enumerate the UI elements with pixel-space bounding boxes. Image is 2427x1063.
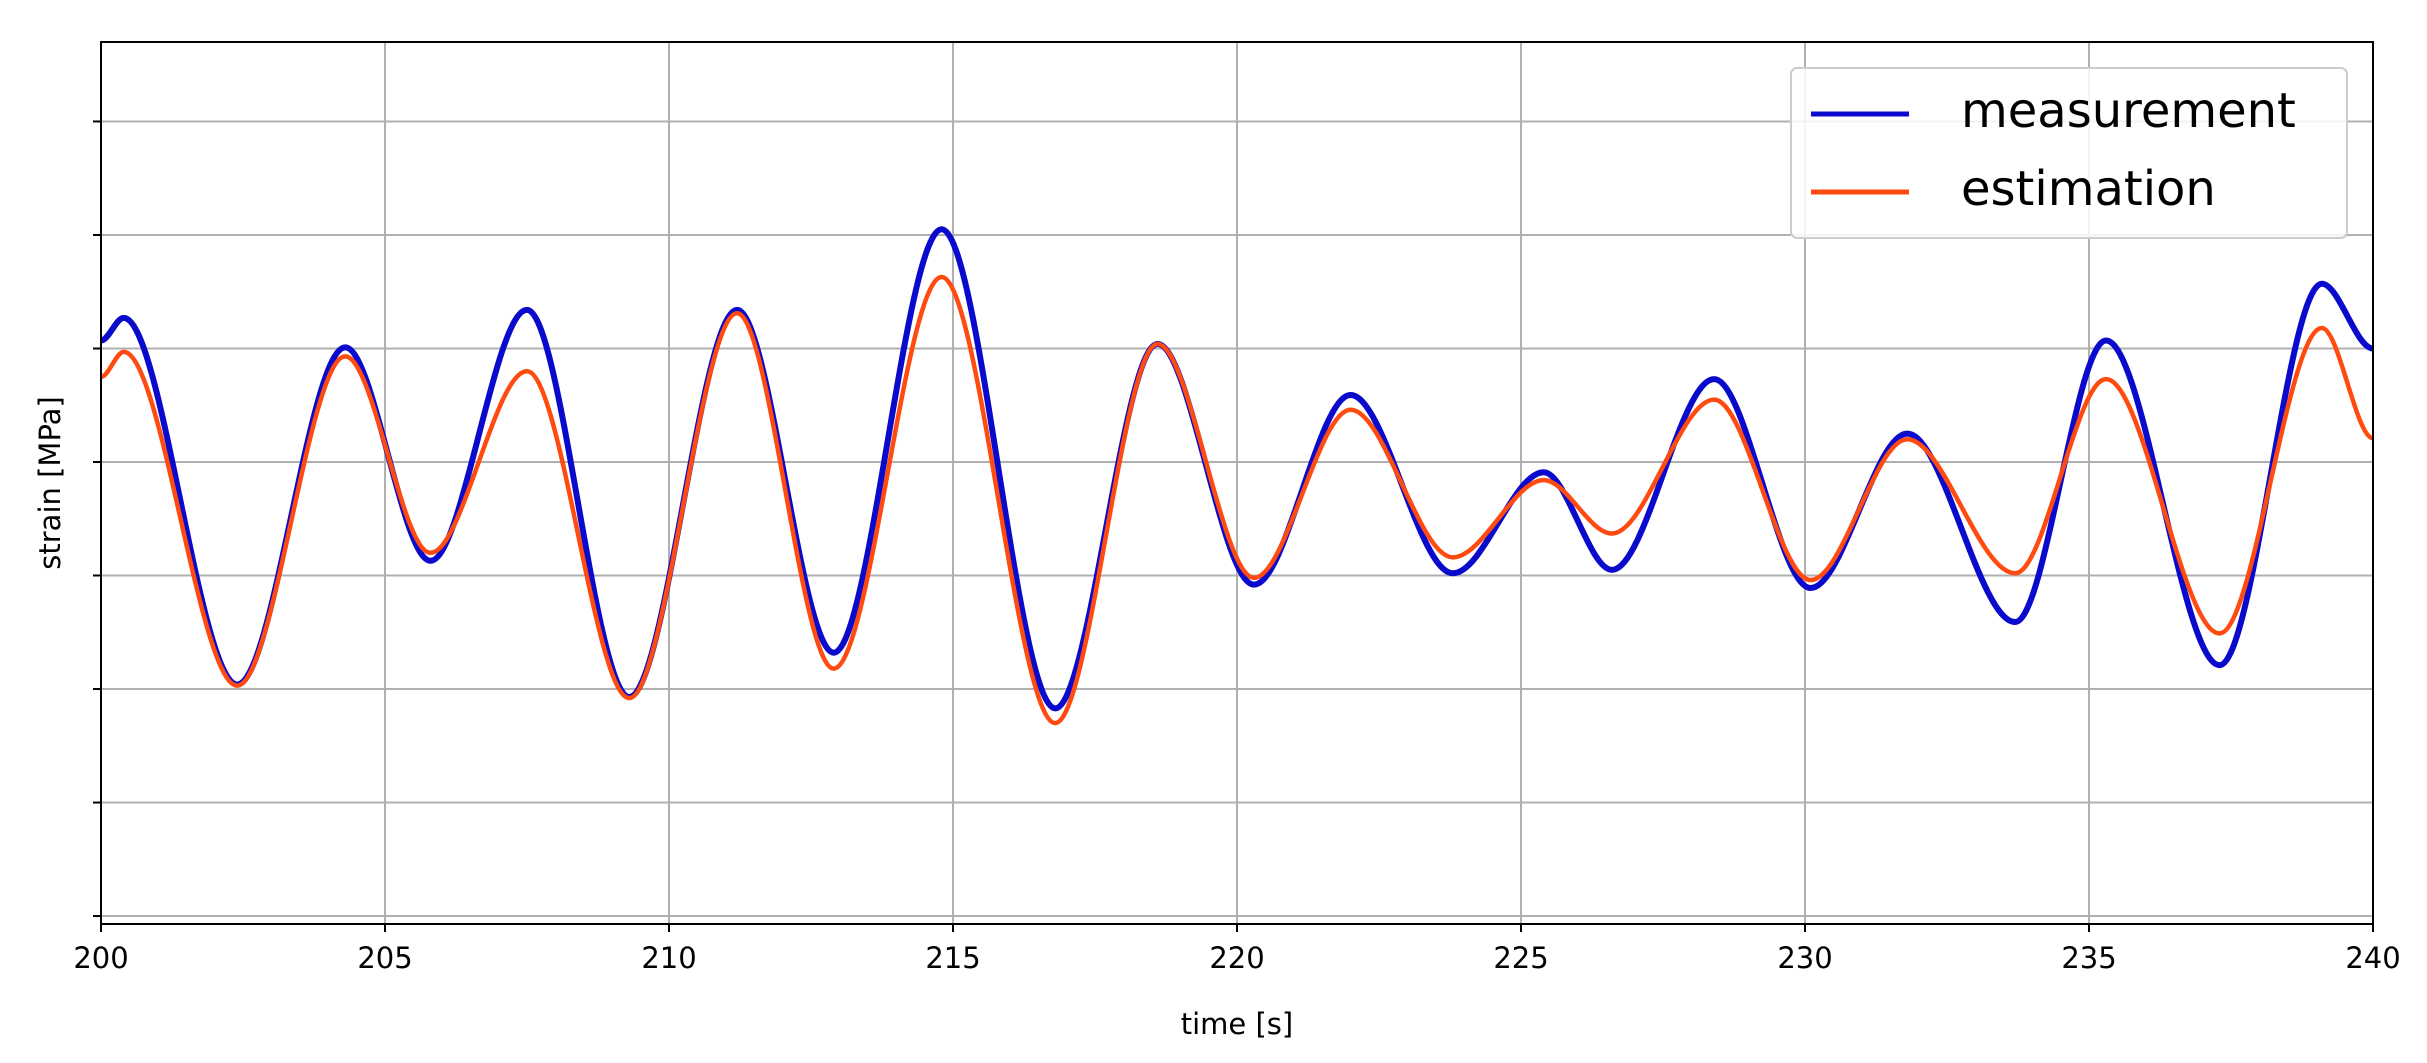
plot-frame xyxy=(100,41,2374,925)
x-tick-label: 200 xyxy=(73,941,128,975)
x-axis-label: time [s] xyxy=(1181,1007,1293,1041)
y-axis-label: strain [MPa] xyxy=(33,396,67,569)
legend-box xyxy=(1790,67,2348,239)
x-tick-label: 215 xyxy=(925,941,980,975)
x-tick-label: 230 xyxy=(1777,941,1832,975)
legend-label: estimation xyxy=(1961,161,2216,217)
data-line xyxy=(100,274,2374,726)
x-tick-label: 225 xyxy=(1493,941,1548,975)
x-tick-label: 210 xyxy=(641,941,696,975)
legend-label: measurement xyxy=(1961,83,2296,139)
x-tick-label: 235 xyxy=(2061,941,2116,975)
x-tick-label: 205 xyxy=(357,941,412,975)
x-tick-label: 220 xyxy=(1209,941,1264,975)
x-tick-label: 240 xyxy=(2345,941,2400,975)
